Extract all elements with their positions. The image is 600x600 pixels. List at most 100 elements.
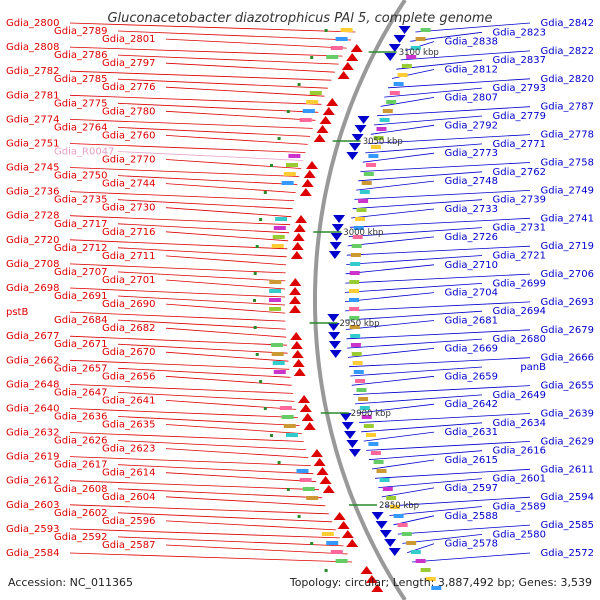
leader-lines	[69, 22, 531, 563]
gene-label: Gdia_2748	[445, 176, 498, 187]
reverse-gene-arrow	[346, 440, 359, 448]
feature-box	[281, 181, 294, 185]
reverse-gene-arrow	[348, 449, 361, 457]
gene-label: Gdia_2603	[6, 500, 59, 511]
reverse-gene-arrow	[357, 116, 370, 124]
marker-dot	[270, 164, 273, 167]
forward-gene-arrow	[310, 449, 323, 457]
gene-label: Gdia_2680	[493, 334, 546, 345]
forward-gene-arrow	[346, 539, 359, 547]
gene-label: Gdia_2690	[102, 299, 155, 310]
gene-label: panB	[520, 362, 546, 373]
feature-box	[359, 406, 370, 410]
gene-label: Gdia_2741	[541, 213, 594, 224]
gene-label: Gdia_2758	[541, 158, 594, 169]
gene-label: Gdia_2623	[102, 444, 155, 455]
leader-line	[385, 496, 531, 507]
gene-label: Gdia_2812	[445, 65, 498, 76]
leader-line	[350, 366, 483, 377]
reverse-gene-arrow	[333, 215, 346, 223]
leader-line	[360, 162, 531, 172]
feature-box	[270, 343, 283, 347]
gene-label: Gdia_2775	[54, 98, 107, 109]
forward-gene-arrow	[322, 107, 335, 115]
forward-gene-arrow	[319, 476, 332, 484]
leader-line	[117, 54, 339, 65]
marker-dot	[259, 380, 263, 383]
gene-label: Gdia_2838	[445, 37, 498, 48]
feature-box	[389, 505, 400, 509]
leader-line	[367, 134, 531, 144]
feature-box	[401, 532, 412, 536]
leader-line	[69, 143, 306, 153]
forward-gene-arrow	[289, 305, 302, 313]
leader-line	[365, 143, 483, 154]
scale-tick-label: 2950 kbp	[340, 319, 380, 329]
leader-line	[69, 528, 340, 539]
gene-label: Gdia_2771	[493, 139, 546, 150]
marker-dot	[259, 218, 263, 221]
feature-box	[366, 433, 376, 437]
marker-dot	[286, 110, 290, 113]
gene-label: Gdia_2677	[6, 331, 59, 342]
leader-line	[352, 199, 483, 210]
leader-line	[415, 22, 531, 33]
leader-line	[165, 38, 347, 49]
feature-box	[358, 199, 369, 203]
feature-box	[356, 388, 367, 392]
reverse-gene-arrow	[384, 539, 397, 547]
feature-box	[379, 478, 390, 482]
scale-tick-label: 2850 kbp	[379, 501, 419, 511]
reverse-gene-arrow	[329, 350, 342, 358]
leader-line	[117, 319, 286, 330]
gene-label: Gdia_2593	[6, 524, 59, 535]
marker-dot	[255, 245, 259, 248]
gene-label: Gdia_R0047	[54, 147, 114, 158]
gene-label: Gdia_2626	[54, 436, 107, 447]
reverse-gene-arrow	[393, 35, 406, 43]
feature-box	[393, 514, 404, 518]
feature-box	[376, 127, 387, 131]
feature-box	[379, 118, 390, 122]
reverse-gene-arrow	[351, 134, 364, 142]
gene-label: Gdia_2619	[6, 452, 59, 463]
gene-label: Gdia_2823	[493, 27, 546, 38]
leader-line	[69, 432, 304, 442]
gene-label: Gdia_2797	[102, 58, 155, 69]
gene-label: pstB	[6, 307, 28, 318]
leader-line	[117, 536, 344, 547]
feature-box	[363, 424, 374, 428]
leader-line	[69, 456, 311, 466]
feature-box	[351, 244, 362, 248]
marker-dot	[255, 353, 259, 356]
gene-label: Gdia_2750	[54, 171, 107, 182]
feature-box	[350, 343, 361, 347]
gene-label: Gdia_2693	[541, 297, 594, 308]
gene-label: Gdia_2706	[541, 269, 594, 280]
scale-tick-label: 2900 kbp	[351, 409, 391, 419]
gene-label: Gdia_2691	[54, 291, 107, 302]
leader-line	[348, 227, 483, 237]
feature-box	[330, 46, 343, 50]
marker-dot	[324, 29, 328, 32]
leader-line	[69, 70, 332, 81]
feature-box	[273, 226, 286, 230]
feature-box	[397, 73, 408, 77]
feature-box	[410, 46, 421, 50]
forward-gene-arrow	[322, 485, 335, 493]
leader-line	[358, 171, 483, 182]
gene-label: Gdia_2636	[54, 412, 107, 423]
forward-gene-arrow	[299, 188, 312, 196]
feature-box	[350, 334, 361, 338]
gene-label: Gdia_2608	[54, 484, 107, 495]
gene-label: Gdia_2648	[6, 379, 59, 390]
feature-box	[349, 271, 360, 275]
scale-ticks: 3100 kbp 3050 kbp 3000 kbp 2950 kbp 2900 kbp…	[309, 48, 439, 511]
gene-label: Gdia_2779	[493, 111, 546, 122]
leader-line	[117, 512, 333, 523]
feature-box	[415, 37, 426, 41]
gene-label: Gdia_2604	[102, 492, 155, 503]
feature-box	[431, 586, 442, 590]
gene-label: Gdia_2682	[102, 323, 155, 334]
leader-line	[344, 292, 435, 302]
